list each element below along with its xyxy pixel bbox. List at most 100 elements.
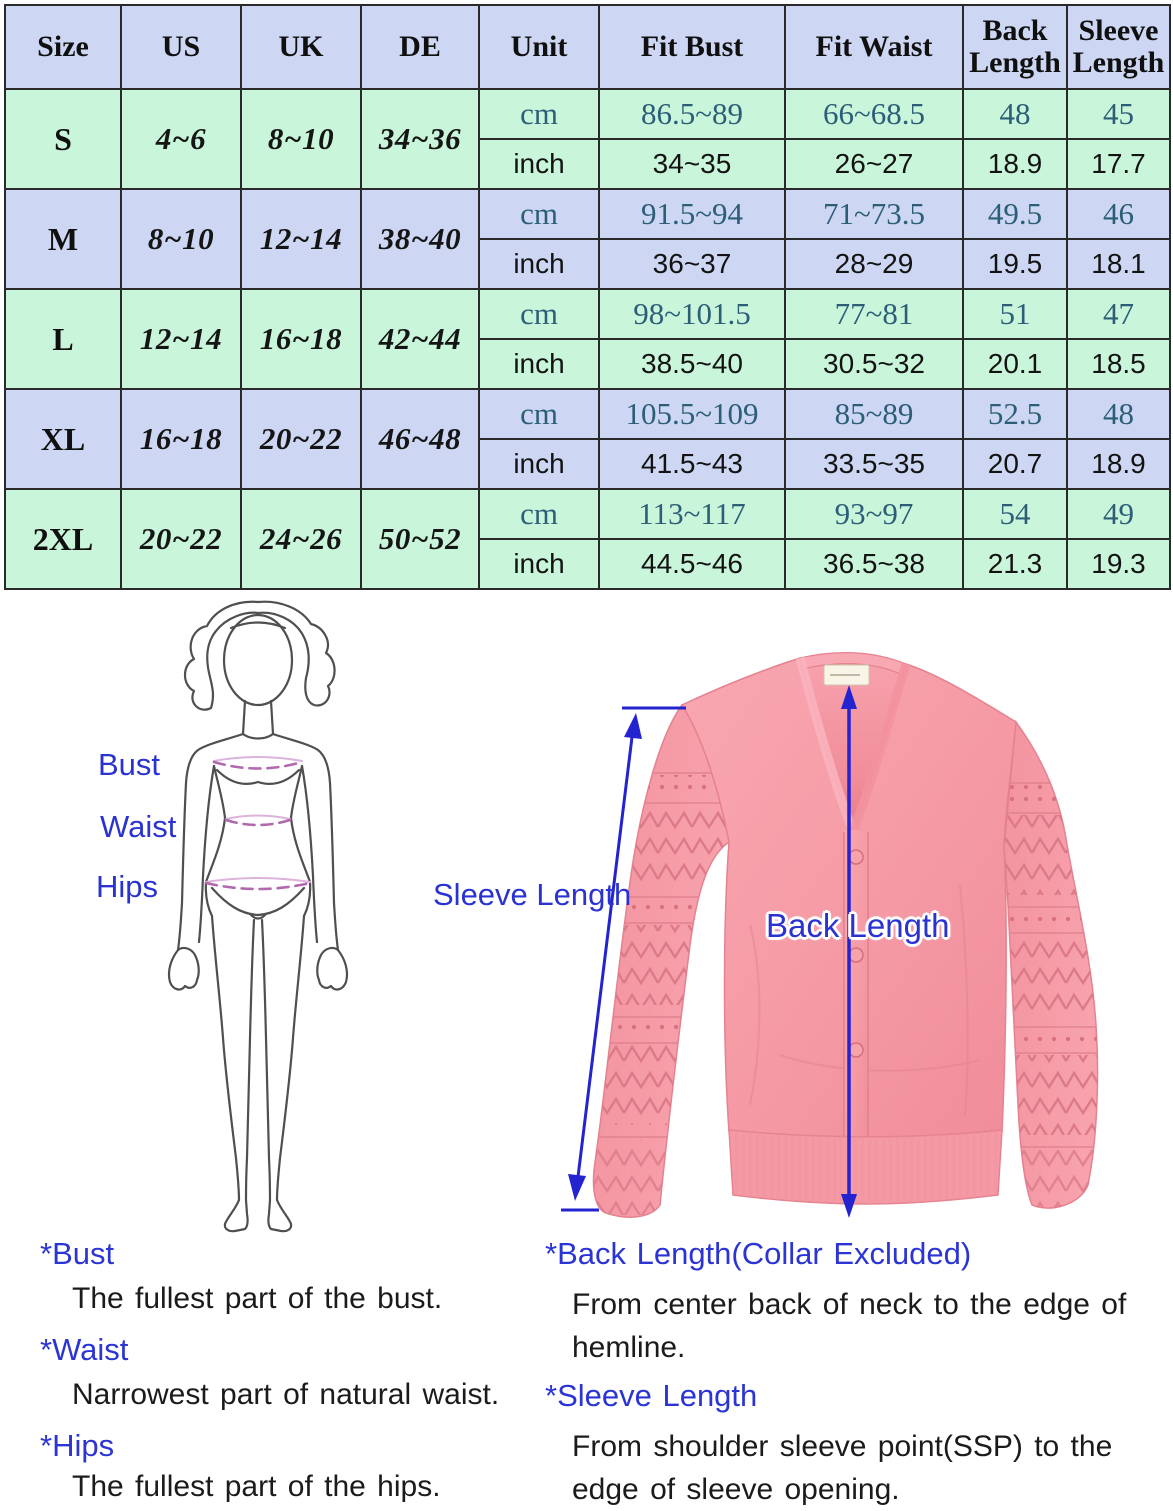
fabric-folds (749, 884, 981, 1116)
row-2xl-cm: 2XL 20~22 24~26 50~52 cm 113~117 93~97 5… (4, 488, 1171, 590)
waist-inch-cell: 33.5~35 (784, 438, 964, 490)
row-s-inch: inch 34~35 26~27 18.9 17.7 (5, 138, 1171, 190)
back-inch-cell: 21.3 (962, 538, 1068, 590)
note-back-length-title: *Back Length(Collar Excluded) (545, 1236, 972, 1271)
sleeve-cm-cell: 47 (1066, 288, 1171, 340)
us-cell: 8~10 (120, 188, 242, 290)
uk-cell: 8~10 (240, 88, 362, 190)
note-hips-title: *Hips (40, 1428, 115, 1463)
de-cell: 34~36 (360, 88, 480, 190)
bust-cm-cell: 91.5~94 (598, 188, 786, 240)
note-hips-body: The fullest part of the hips. (72, 1470, 441, 1503)
bust-inch-cell: 44.5~46 (598, 538, 786, 590)
header-unit: Unit (478, 4, 600, 90)
size-cell: M (4, 188, 122, 290)
size-cell: 2XL (4, 488, 122, 590)
unit-cm-cell: cm (478, 388, 600, 440)
us-cell: 16~18 (120, 388, 242, 490)
back-length-arrow (841, 685, 857, 1218)
note-waist-body: Narrowest part of natural waist. (72, 1378, 500, 1411)
row-m-cm: M 8~10 12~14 38~40 cm 91.5~94 71~73.5 49… (4, 188, 1171, 290)
row-2xl-inch: inch 44.5~46 36.5~38 21.3 19.3 (5, 538, 1171, 590)
back-inch-cell: 20.7 (962, 438, 1068, 490)
note-bust-body: The fullest part of the bust. (72, 1282, 443, 1315)
header-us: US (120, 4, 242, 90)
size-cell: L (4, 288, 122, 390)
measure-lines (204, 756, 312, 891)
header-fit-waist: Fit Waist (784, 4, 964, 90)
de-cell: 50~52 (360, 488, 480, 590)
back-length-label: Back Length (766, 907, 950, 944)
sleeve-length-label: Sleeve Length (433, 877, 632, 912)
body-measurement-figure (167, 600, 349, 1233)
table-header-row: Size US UK DE Unit Fit Bust Fit Waist Ba… (4, 4, 1171, 90)
header-fit-bust: Fit Bust (598, 4, 786, 90)
back-inch-cell: 18.9 (962, 138, 1068, 190)
size-cell: XL (4, 388, 122, 490)
us-cell: 12~14 (120, 288, 242, 390)
de-cell: 42~44 (360, 288, 480, 390)
bust-inch-cell: 38.5~40 (598, 338, 786, 390)
note-bust-title: *Bust (40, 1236, 115, 1271)
waist-cm-cell: 77~81 (784, 288, 964, 340)
uk-cell: 24~26 (240, 488, 362, 590)
header-back-length: Back Length (962, 4, 1068, 90)
bust-cm-cell: 86.5~89 (598, 88, 786, 140)
back-cm-cell: 51 (962, 288, 1068, 340)
header-de: DE (360, 4, 480, 90)
row-s-cm: S 4~6 8~10 34~36 cm 86.5~89 66~68.5 48 4… (4, 88, 1171, 190)
sleeve-cm-cell: 49 (1066, 488, 1171, 540)
bust-cm-cell: 98~101.5 (598, 288, 786, 340)
unit-inch-cell: inch (478, 538, 600, 590)
header-uk: UK (240, 4, 362, 90)
unit-cm-cell: cm (478, 188, 600, 240)
uk-cell: 16~18 (240, 288, 362, 390)
back-cm-cell: 49.5 (962, 188, 1068, 240)
back-cm-cell: 48 (962, 88, 1068, 140)
bust-cm-cell: 105.5~109 (598, 388, 786, 440)
size-chart-table: Size US UK DE Unit Fit Bust Fit Waist Ba… (4, 4, 1171, 590)
de-cell: 46~48 (360, 388, 480, 490)
bust-inch-cell: 36~37 (598, 238, 786, 290)
waist-inch-cell: 26~27 (784, 138, 964, 190)
row-l-cm: L 12~14 16~18 42~44 cm 98~101.5 77~81 51… (4, 288, 1171, 390)
uk-cell: 20~22 (240, 388, 362, 490)
note-sleeve-length-body: From shoulder sleeve point(SSP) to the e… (572, 1430, 1113, 1506)
sleeve-cm-cell: 48 (1066, 388, 1171, 440)
waist-cm-cell: 71~73.5 (784, 188, 964, 240)
bust-inch-cell: 34~35 (598, 138, 786, 190)
left-sleeve-pattern (593, 772, 729, 1215)
waist-label: Waist (100, 809, 177, 844)
back-cm-cell: 54 (962, 488, 1068, 540)
unit-cm-cell: cm (478, 88, 600, 140)
us-cell: 4~6 (120, 88, 242, 190)
header-size: Size (4, 4, 122, 90)
sleeve-inch-cell: 18.5 (1066, 338, 1171, 390)
note-sleeve-length-title: *Sleeve Length (545, 1378, 758, 1413)
waist-cm-cell: 85~89 (784, 388, 964, 440)
sleeve-inch-cell: 19.3 (1066, 538, 1171, 590)
note-back-length-body: From center back of neck to the edge of … (572, 1288, 1127, 1364)
back-inch-cell: 19.5 (962, 238, 1068, 290)
note-waist-title: *Waist (40, 1332, 129, 1367)
sleeve-cm-cell: 46 (1066, 188, 1171, 240)
waist-cm-cell: 93~97 (784, 488, 964, 540)
unit-inch-cell: inch (478, 238, 600, 290)
bust-label: Bust (98, 747, 161, 782)
size-cell: S (4, 88, 122, 190)
header-sleeve-length: Sleeve Length (1066, 4, 1171, 90)
unit-cm-cell: cm (478, 288, 600, 340)
uk-cell: 12~14 (240, 188, 362, 290)
waist-inch-cell: 28~29 (784, 238, 964, 290)
waist-inch-cell: 36.5~38 (784, 538, 964, 590)
bust-inch-cell: 41.5~43 (598, 438, 786, 490)
bust-cm-cell: 113~117 (598, 488, 786, 540)
us-cell: 20~22 (120, 488, 242, 590)
cardigan-illustration (561, 652, 1099, 1218)
back-inch-cell: 20.1 (962, 338, 1068, 390)
sleeve-cm-cell: 45 (1066, 88, 1171, 140)
unit-inch-cell: inch (478, 138, 600, 190)
sleeve-inch-cell: 18.1 (1066, 238, 1171, 290)
cardigan-inner-v (798, 654, 906, 832)
